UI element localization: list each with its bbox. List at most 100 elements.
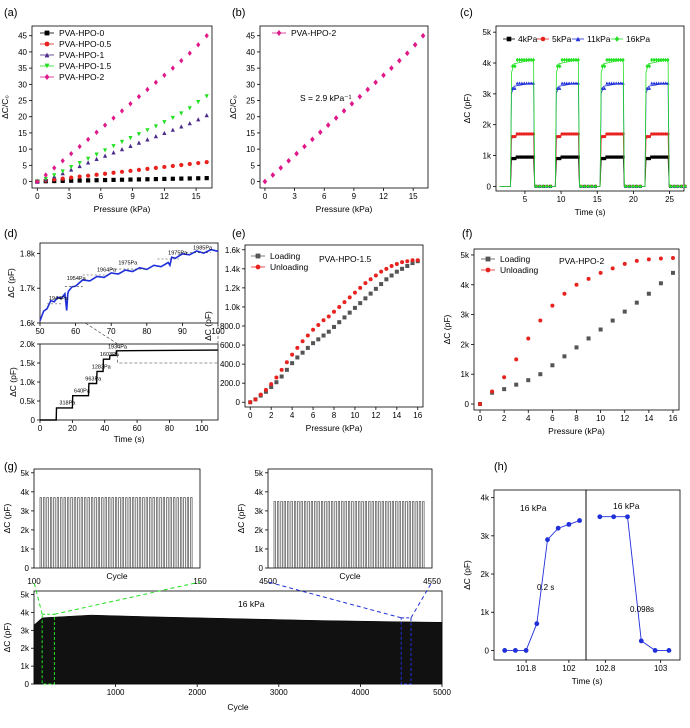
a-x-tick-label: 15 xyxy=(192,192,201,201)
a-point-PVA-HPO-0 xyxy=(145,177,150,182)
c-point-4kPa xyxy=(652,155,656,159)
b-sensitivity-annotation: S = 2.9 kPa⁻¹ xyxy=(300,93,352,103)
f-legend-marker xyxy=(485,267,491,273)
a-point-PVA-HPO-1.5 xyxy=(162,120,167,125)
b-x-tick-label: 9 xyxy=(352,192,357,201)
c-x-axis-title: Time (s) xyxy=(575,207,606,217)
d-top-annotation: 1975Pa xyxy=(118,261,138,267)
h-left-y-tick-label: 1k xyxy=(481,608,490,617)
c-point-5kPa xyxy=(654,132,658,136)
c-point-16kPa xyxy=(527,57,531,63)
e-y-tick-label: 1.0k xyxy=(225,303,241,312)
g-inset-1-y-tick-label: 2k xyxy=(21,526,30,535)
a-y-tick-label: 35 xyxy=(18,64,27,73)
a-y-tick-label: 25 xyxy=(18,97,27,106)
a-point-PVA-HPO-1.5 xyxy=(111,144,116,149)
a-point-PVA-HPO-0.5 xyxy=(86,173,91,178)
a-point-PVA-HPO-1.5 xyxy=(60,169,65,174)
e-y-tick-label: 400.0 xyxy=(220,360,241,369)
panel-label-e: (e) xyxy=(232,228,245,240)
b-x-tick-label: 3 xyxy=(292,192,297,201)
panel-label-b: (b) xyxy=(232,7,245,19)
g-inset-1-x-tick-label: 150 xyxy=(193,577,207,586)
b-point xyxy=(302,143,307,150)
c-x-tick-label: 10 xyxy=(557,195,566,204)
c-point-16kPa xyxy=(522,57,526,63)
c-point-5kPa xyxy=(650,132,654,136)
e-point-Unloading xyxy=(358,285,363,290)
e-x-tick-label: 6 xyxy=(311,411,316,420)
d-bottom-annotation: 963Pa xyxy=(85,377,102,383)
f-point-Loading xyxy=(502,387,507,392)
c-y-tick-label: 4k xyxy=(483,59,492,68)
h-right-recovery-time: 0.098s xyxy=(630,605,654,614)
a-point-PVA-HPO-2 xyxy=(162,72,167,78)
b-point xyxy=(262,178,268,185)
h-left-annotation: 16 kPa xyxy=(520,503,547,513)
f-point-Unloading xyxy=(610,266,615,271)
b-point xyxy=(404,50,410,57)
a-point-PVA-HPO-0 xyxy=(119,177,125,182)
e-point-Loading xyxy=(332,324,336,329)
c-point-11kPa xyxy=(558,86,562,90)
c-point-16kPa xyxy=(603,64,607,69)
c-point-16kPa xyxy=(562,57,567,63)
c-point-16kPa xyxy=(607,57,611,63)
c-plot-frame xyxy=(495,25,685,192)
d-bottom-annotation: 1603Pa xyxy=(100,352,120,358)
h-left-point xyxy=(534,621,540,627)
g-main-x-tick-label: 2000 xyxy=(188,688,206,697)
a-y-tick-label: 45 xyxy=(18,32,27,41)
f-point-Unloading xyxy=(658,256,663,261)
c-point-11kPa xyxy=(527,81,531,85)
h-left-point xyxy=(523,648,529,653)
c-point-16kPa xyxy=(515,57,519,63)
g-main-y-tick-label: 5k xyxy=(21,591,30,600)
e-point-Unloading xyxy=(368,277,373,282)
c-point-4kPa xyxy=(645,156,649,161)
e-point-Loading xyxy=(274,380,279,385)
f-y-tick-label: 1k xyxy=(461,370,470,379)
c-x-tick-label: 5 xyxy=(523,195,528,204)
d-bottom-annotation: 318Pa xyxy=(59,400,76,406)
a-point-PVA-HPO-0.5 xyxy=(111,170,116,175)
c-point-16kPa xyxy=(621,57,625,63)
f-y-tick-label: 4k xyxy=(461,281,470,290)
g-inset-2-x-tick-label: 4500 xyxy=(259,577,277,586)
f-point-Loading xyxy=(646,291,651,296)
g-inset-2-cycles xyxy=(273,501,425,568)
c-point-4kPa xyxy=(522,155,526,159)
f-point-Unloading xyxy=(598,270,603,275)
c-point-4kPa xyxy=(524,155,529,159)
g-inset-2-y-axis-title: ΔC (pF) xyxy=(236,503,246,533)
c-point-5kPa xyxy=(605,132,609,136)
c-point-5kPa xyxy=(572,132,576,136)
e-point-Unloading xyxy=(415,258,420,263)
e-x-tick-label: 2 xyxy=(269,411,274,420)
e-legend-label: Loading xyxy=(270,251,301,261)
c-point-11kPa xyxy=(567,81,571,85)
f-y-tick-label: 2k xyxy=(461,340,470,349)
c-point-11kPa xyxy=(657,81,661,85)
d-bottom-y-tick-label: 1.0k xyxy=(20,378,36,387)
b-y-tick-label: 40 xyxy=(246,48,255,57)
c-legend-marker xyxy=(540,36,546,42)
a-point-PVA-HPO-2 xyxy=(187,50,192,56)
e-point-Loading xyxy=(400,266,405,271)
c-point-4kPa xyxy=(565,155,569,159)
e-point-Loading xyxy=(410,261,415,266)
c-point-11kPa xyxy=(572,81,576,85)
d-bottom-annotation: 640Pa xyxy=(74,389,91,395)
c-point-16kPa xyxy=(627,184,631,189)
d-bottom-y-axis-title: ΔC (pF) xyxy=(8,367,18,397)
d-bottom-x-tick-label: 40 xyxy=(100,424,109,433)
a-x-tick-label: 0 xyxy=(35,192,40,201)
a-point-PVA-HPO-2 xyxy=(43,172,48,178)
e-y-tick-label: 600.0 xyxy=(220,341,241,350)
c-point-16kPa xyxy=(538,184,542,189)
d-bottom-annotation: 1283Pa xyxy=(92,364,112,370)
c-point-5kPa xyxy=(517,132,522,136)
c-point-5kPa xyxy=(612,132,616,136)
c-point-4kPa xyxy=(600,156,604,161)
e-x-tick-label: 12 xyxy=(371,411,380,420)
